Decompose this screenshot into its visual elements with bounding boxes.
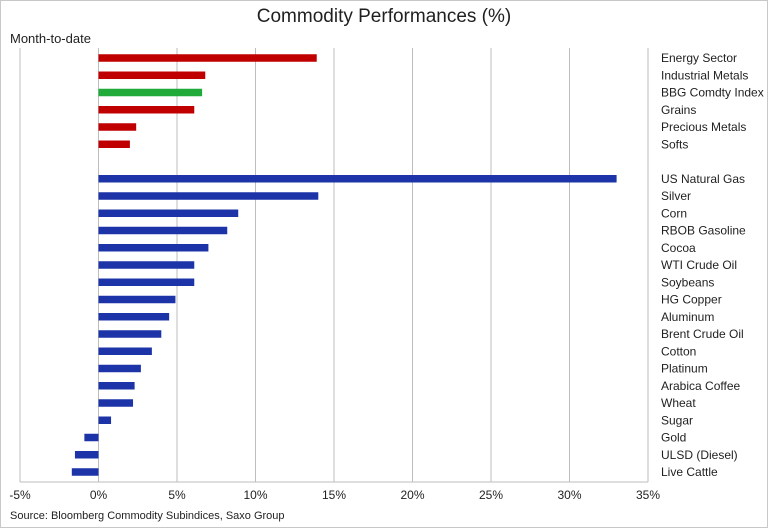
x-tick-label: 5% xyxy=(168,488,186,502)
category-label: Sugar xyxy=(661,413,693,427)
bar xyxy=(98,88,203,97)
x-tick-label: 30% xyxy=(557,488,581,502)
bar xyxy=(98,364,141,373)
category-label: RBOB Gasoline xyxy=(661,224,746,238)
bar xyxy=(98,295,176,304)
bar xyxy=(98,244,209,252)
category-label: Precious Metals xyxy=(661,120,746,134)
category-label: Energy Sector xyxy=(661,51,737,65)
x-tick-label: 10% xyxy=(243,488,267,502)
category-label: Cocoa xyxy=(661,241,696,255)
bar xyxy=(98,416,112,424)
x-tick-label: 15% xyxy=(322,488,346,502)
bar xyxy=(98,140,130,148)
category-label: Wheat xyxy=(661,396,696,410)
category-label: WTI Crude Oil xyxy=(661,258,737,272)
category-label: Grains xyxy=(661,103,696,117)
bar xyxy=(98,209,239,217)
category-label: Gold xyxy=(661,431,686,445)
chart-title: Commodity Performances (%) xyxy=(256,6,512,27)
category-label: Arabica Coffee xyxy=(661,379,740,393)
x-tick-label: 0% xyxy=(90,488,108,502)
x-tick-label: 20% xyxy=(400,488,424,502)
category-label: US Natural Gas xyxy=(661,172,745,186)
bar xyxy=(84,433,99,442)
category-label: Softs xyxy=(661,137,688,151)
bar xyxy=(98,278,195,286)
chart-subtitle: Month-to-date xyxy=(10,31,91,46)
x-tick-label: -5% xyxy=(9,488,31,502)
bar xyxy=(74,451,99,459)
category-label: ULSD (Diesel) xyxy=(661,448,738,462)
bar xyxy=(98,330,162,338)
bar xyxy=(98,226,228,235)
category-label: Platinum xyxy=(661,362,708,376)
category-label: Cotton xyxy=(661,344,696,358)
bar xyxy=(71,468,99,476)
category-label: Industrial Metals xyxy=(661,68,748,82)
category-label: Corn xyxy=(661,206,687,220)
x-tick-label: 25% xyxy=(479,488,503,502)
bar xyxy=(98,106,195,114)
bar xyxy=(98,192,319,200)
category-label: Aluminum xyxy=(661,310,714,324)
category-label: BBG Comdty Index xyxy=(661,86,764,100)
x-tick-label: 35% xyxy=(636,488,660,502)
bar xyxy=(98,382,135,390)
bar xyxy=(98,313,170,321)
bar xyxy=(98,123,137,131)
category-label: Silver xyxy=(661,189,691,203)
bar xyxy=(98,261,195,269)
chart-source: Source: Bloomberg Commodity Subindices, … xyxy=(10,510,285,522)
bar xyxy=(98,54,317,62)
category-label: HG Copper xyxy=(661,293,722,307)
category-label: Soybeans xyxy=(661,275,714,289)
bar xyxy=(98,347,152,355)
bar xyxy=(98,399,134,407)
bar xyxy=(98,175,617,183)
category-label: Brent Crude Oil xyxy=(661,327,744,341)
bar xyxy=(98,71,206,79)
category-label: Live Cattle xyxy=(661,465,718,479)
